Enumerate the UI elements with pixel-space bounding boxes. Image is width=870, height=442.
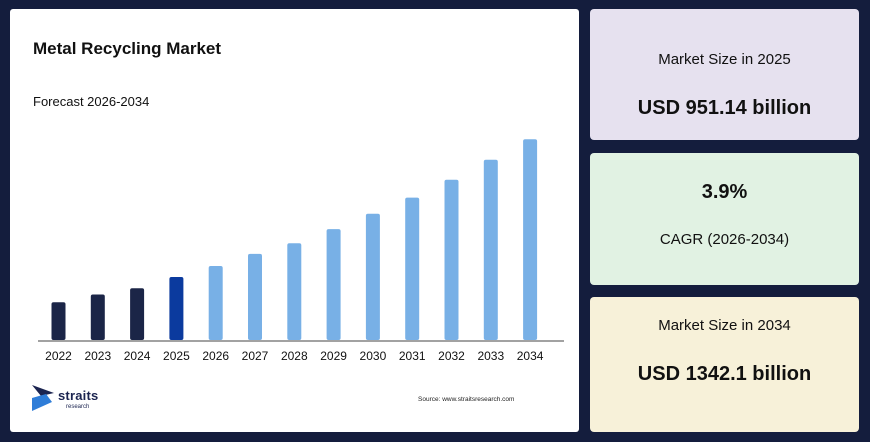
market-size-2025-label: Market Size in 2025 [658, 51, 791, 68]
market-size-2034-label: Market Size in 2034 [658, 317, 791, 334]
market-size-2025-value: USD 951.14 billion [637, 97, 812, 119]
bar-2030 [365, 213, 380, 340]
bar-2024 [130, 288, 145, 340]
x-tick-label-2032: 2032 [438, 349, 465, 363]
x-tick-label-2034: 2034 [517, 349, 544, 363]
bar-chart: 2022 2023 2024 2025 2026 2027 2028 2029 2030 2031… [38, 139, 564, 363]
x-tick-label-2023: 2023 [84, 349, 111, 363]
x-tick-label-2024: 2024 [124, 349, 151, 363]
x-tick-label-2025: 2025 [163, 349, 190, 363]
bar-2033 [483, 159, 498, 340]
market-size-2025-card: Market Size in 2025 USD 951.14 billion [590, 9, 859, 140]
bar-2029 [326, 229, 341, 340]
bar-2023 [90, 294, 105, 340]
x-tick-label-2029: 2029 [320, 349, 347, 363]
straits-logo: straits research [32, 383, 142, 417]
bar-2026 [208, 265, 223, 340]
bar-2034 [523, 139, 538, 340]
cagr-card: 3.9% CAGR (2026-2034) [590, 153, 859, 285]
x-tick-label-2028: 2028 [281, 349, 308, 363]
cagr-value: 3.9% [701, 181, 748, 203]
logo-mark-icon [32, 385, 54, 411]
x-tick-label-2030: 2030 [360, 349, 387, 363]
bar-2022 [51, 302, 66, 340]
x-tick-label-2031: 2031 [399, 349, 426, 363]
x-tick-label-2026: 2026 [202, 349, 229, 363]
chart-subtitle: Forecast 2026-2034 [33, 94, 150, 109]
chart-title: Metal Recycling Market [33, 39, 222, 58]
logo-tagline: research [66, 404, 90, 410]
bar-2025 [169, 277, 184, 340]
bar-2027 [248, 253, 262, 340]
market-size-2034-card: Market Size in 2034 USD 1342.1 billion [590, 297, 859, 432]
x-tick-label-2033: 2033 [477, 349, 504, 363]
cagr-label: CAGR (2026-2034) [659, 231, 790, 248]
source-note: Source: www.straitsresearch.com [418, 396, 515, 403]
bar-2028 [287, 243, 302, 340]
x-tick-label-2027: 2027 [242, 349, 269, 363]
market-size-2034-value: USD 1342.1 billion [637, 363, 812, 385]
logo-name: straits [58, 388, 99, 403]
chart-panel: Metal Recycling Market Forecast 2026-203… [10, 9, 579, 432]
bar-2032 [444, 179, 459, 340]
x-tick-label-2022: 2022 [45, 349, 72, 363]
bar-2031 [405, 197, 420, 340]
